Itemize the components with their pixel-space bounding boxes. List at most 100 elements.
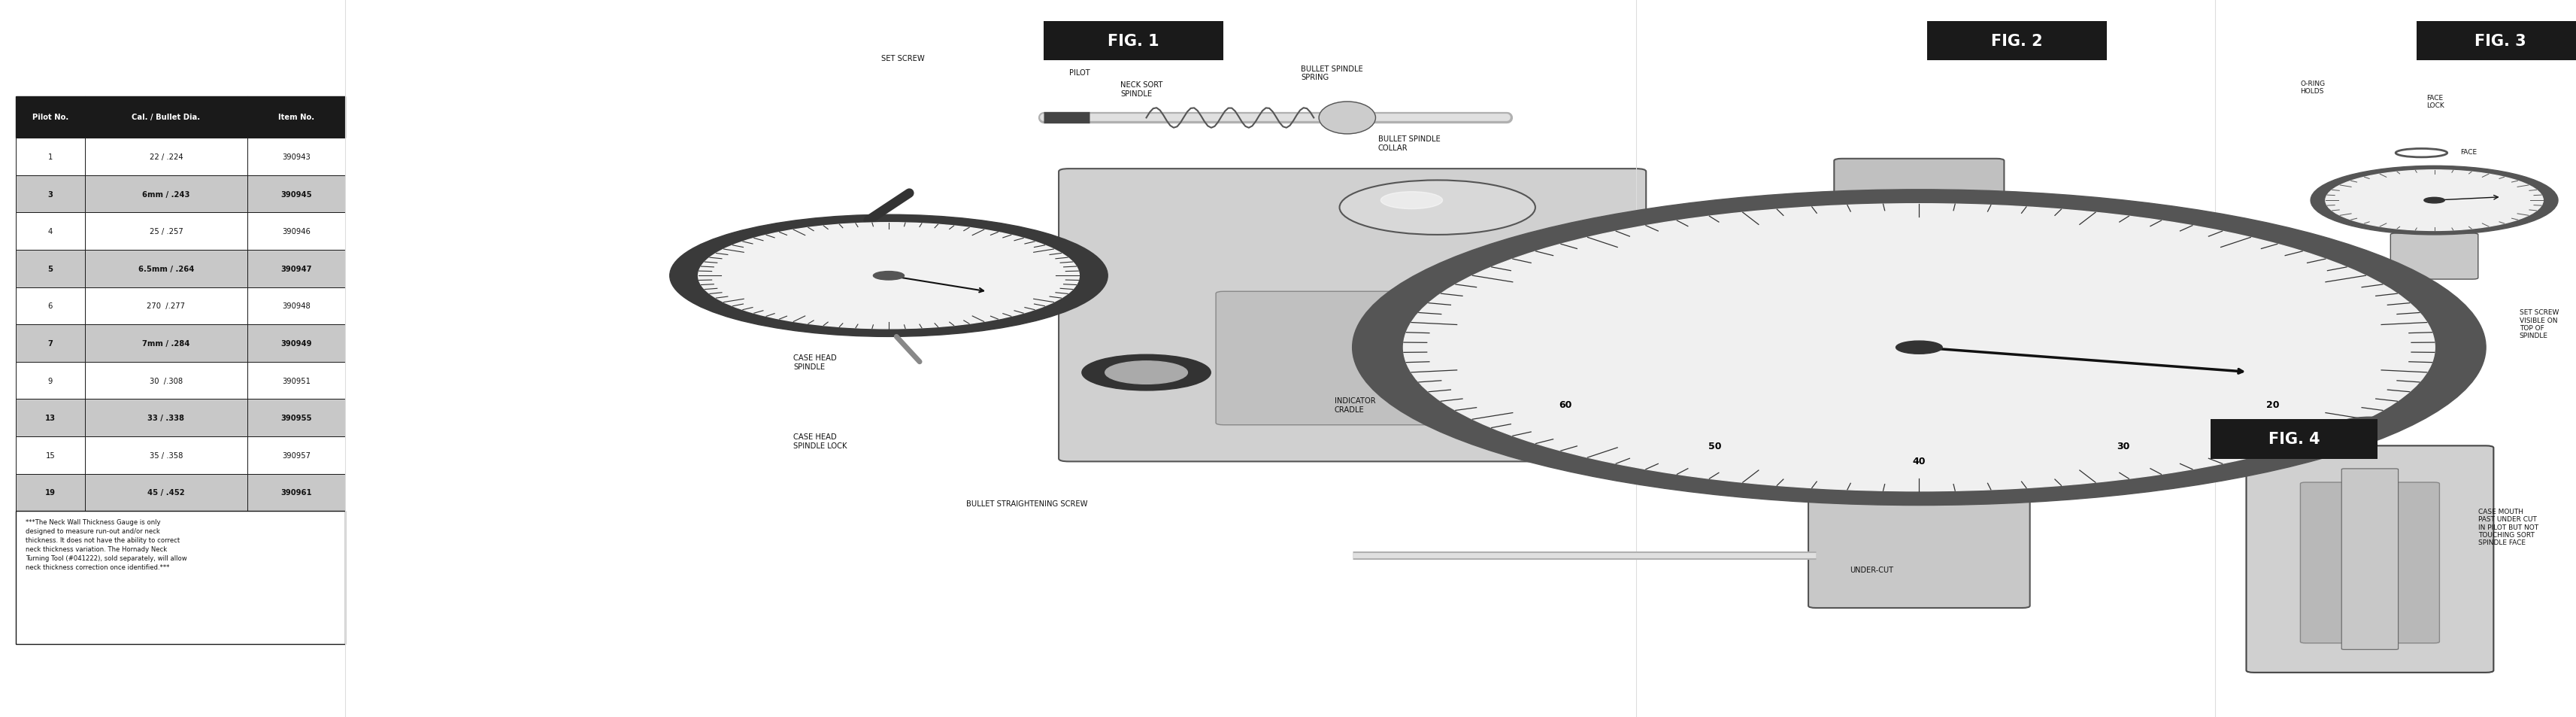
Text: SET SCREW: SET SCREW xyxy=(881,55,925,62)
Bar xyxy=(247,97,345,138)
Text: BULLET STRAIGHTENING SCREW: BULLET STRAIGHTENING SCREW xyxy=(966,500,1087,507)
Text: 45 / .452: 45 / .452 xyxy=(147,489,185,496)
Text: FACE: FACE xyxy=(2460,148,2476,156)
Text: 30  /.308: 30 /.308 xyxy=(149,377,183,384)
Bar xyxy=(247,250,345,288)
Text: 390949: 390949 xyxy=(281,340,312,347)
Bar xyxy=(15,399,85,437)
Circle shape xyxy=(1105,361,1188,384)
FancyBboxPatch shape xyxy=(2246,446,2494,673)
Bar xyxy=(247,288,345,325)
Bar xyxy=(15,288,85,325)
Circle shape xyxy=(1352,190,2486,505)
Text: 390945: 390945 xyxy=(281,191,312,198)
Text: 7mm / .284: 7mm / .284 xyxy=(142,340,191,347)
Text: FIG. 3: FIG. 3 xyxy=(2473,34,2527,49)
Text: 1: 1 xyxy=(49,153,52,161)
Text: Cal. / Bullet Dia.: Cal. / Bullet Dia. xyxy=(131,114,201,121)
Text: 4: 4 xyxy=(49,228,52,235)
FancyBboxPatch shape xyxy=(2300,483,2439,643)
Bar xyxy=(247,474,345,511)
Text: 6.5mm / .264: 6.5mm / .264 xyxy=(139,265,193,272)
Bar xyxy=(1043,22,1224,61)
Text: BALL
KNOB: BALL KNOB xyxy=(1489,196,1510,212)
Bar xyxy=(1927,22,2107,61)
Text: 390957: 390957 xyxy=(281,452,312,459)
Text: 390961: 390961 xyxy=(281,489,312,496)
Text: CASE MOUTH
PAST UNDER CUT
IN PILOT BUT NOT
TOUCHING SORT
SPINDLE FACE: CASE MOUTH PAST UNDER CUT IN PILOT BUT N… xyxy=(2478,508,2537,546)
FancyBboxPatch shape xyxy=(1059,169,1646,462)
Text: 20: 20 xyxy=(2267,399,2280,409)
Bar xyxy=(15,362,85,399)
Text: 390943: 390943 xyxy=(281,153,312,161)
Bar xyxy=(15,138,85,176)
Text: SET SCREW
VISIBLE ON
TOP OF
SPINDLE: SET SCREW VISIBLE ON TOP OF SPINDLE xyxy=(2519,309,2558,339)
Circle shape xyxy=(670,215,1108,337)
Circle shape xyxy=(2311,166,2558,235)
Text: 40: 40 xyxy=(1911,457,1927,466)
Text: BULLET SPINDLE
COLLAR: BULLET SPINDLE COLLAR xyxy=(1378,136,1440,151)
Bar xyxy=(247,138,345,176)
Bar xyxy=(85,399,247,437)
FancyBboxPatch shape xyxy=(2342,469,2398,650)
Bar xyxy=(85,325,247,362)
Text: 19: 19 xyxy=(44,489,57,496)
Text: 6mm / .243: 6mm / .243 xyxy=(142,191,191,198)
Circle shape xyxy=(1082,355,1211,391)
Text: 25 / .257: 25 / .257 xyxy=(149,228,183,235)
Bar xyxy=(85,474,247,511)
Text: 13: 13 xyxy=(44,414,57,422)
Text: Pilot No.: Pilot No. xyxy=(31,114,70,121)
Text: FIG. 1: FIG. 1 xyxy=(1108,34,1159,49)
FancyBboxPatch shape xyxy=(2391,234,2478,280)
Text: 5: 5 xyxy=(46,265,54,272)
Text: 270  /.277: 270 /.277 xyxy=(147,303,185,310)
Bar xyxy=(247,325,345,362)
Bar xyxy=(15,176,85,213)
Circle shape xyxy=(2326,171,2543,231)
Circle shape xyxy=(698,223,1079,329)
Text: CASE HEAD
SPINDLE: CASE HEAD SPINDLE xyxy=(793,354,837,370)
Text: Item No.: Item No. xyxy=(278,114,314,121)
Text: FACE
LOCK: FACE LOCK xyxy=(2427,95,2445,109)
Text: NECK SORT
SPINDLE: NECK SORT SPINDLE xyxy=(1121,82,1162,98)
Circle shape xyxy=(2424,198,2445,204)
Circle shape xyxy=(1896,341,1942,354)
FancyBboxPatch shape xyxy=(1808,496,2030,608)
Text: PILOT: PILOT xyxy=(1069,70,1090,77)
Text: 3: 3 xyxy=(46,191,54,198)
Text: 50: 50 xyxy=(1708,441,1721,451)
Text: INDICATOR
CRADLE: INDICATOR CRADLE xyxy=(1334,397,1376,413)
Text: 30: 30 xyxy=(2117,441,2130,451)
Circle shape xyxy=(1381,192,1443,209)
Text: O-RING
HOLDS: O-RING HOLDS xyxy=(2300,80,2326,95)
Bar xyxy=(2210,419,2378,459)
Text: 9: 9 xyxy=(49,377,52,384)
Bar xyxy=(85,176,247,213)
Bar xyxy=(85,138,247,176)
Text: 390955: 390955 xyxy=(281,414,312,422)
Bar xyxy=(15,250,85,288)
Bar xyxy=(85,437,247,474)
Text: 390946: 390946 xyxy=(281,228,312,235)
Text: 7: 7 xyxy=(46,340,54,347)
Bar xyxy=(15,511,345,644)
FancyBboxPatch shape xyxy=(1216,292,1463,425)
Text: 60: 60 xyxy=(1558,399,1571,409)
Text: FIG. 2: FIG. 2 xyxy=(1991,34,2043,49)
Circle shape xyxy=(873,272,904,280)
Text: ***The Neck Wall Thickness Gauge is only
designed to measure run-out and/or neck: ***The Neck Wall Thickness Gauge is only… xyxy=(26,518,188,571)
Bar xyxy=(247,362,345,399)
Text: CASE HEAD
SPINDLE LOCK: CASE HEAD SPINDLE LOCK xyxy=(793,433,848,449)
Circle shape xyxy=(1340,181,1535,235)
Bar xyxy=(85,250,247,288)
Text: 6: 6 xyxy=(49,303,52,310)
Bar xyxy=(85,213,247,250)
Bar xyxy=(15,97,85,138)
Bar xyxy=(15,474,85,511)
Bar xyxy=(85,288,247,325)
Bar xyxy=(247,437,345,474)
Text: BULLET SPINDLE
SPRING: BULLET SPINDLE SPRING xyxy=(1301,65,1363,81)
Ellipse shape xyxy=(1319,102,1376,135)
Bar xyxy=(247,399,345,437)
